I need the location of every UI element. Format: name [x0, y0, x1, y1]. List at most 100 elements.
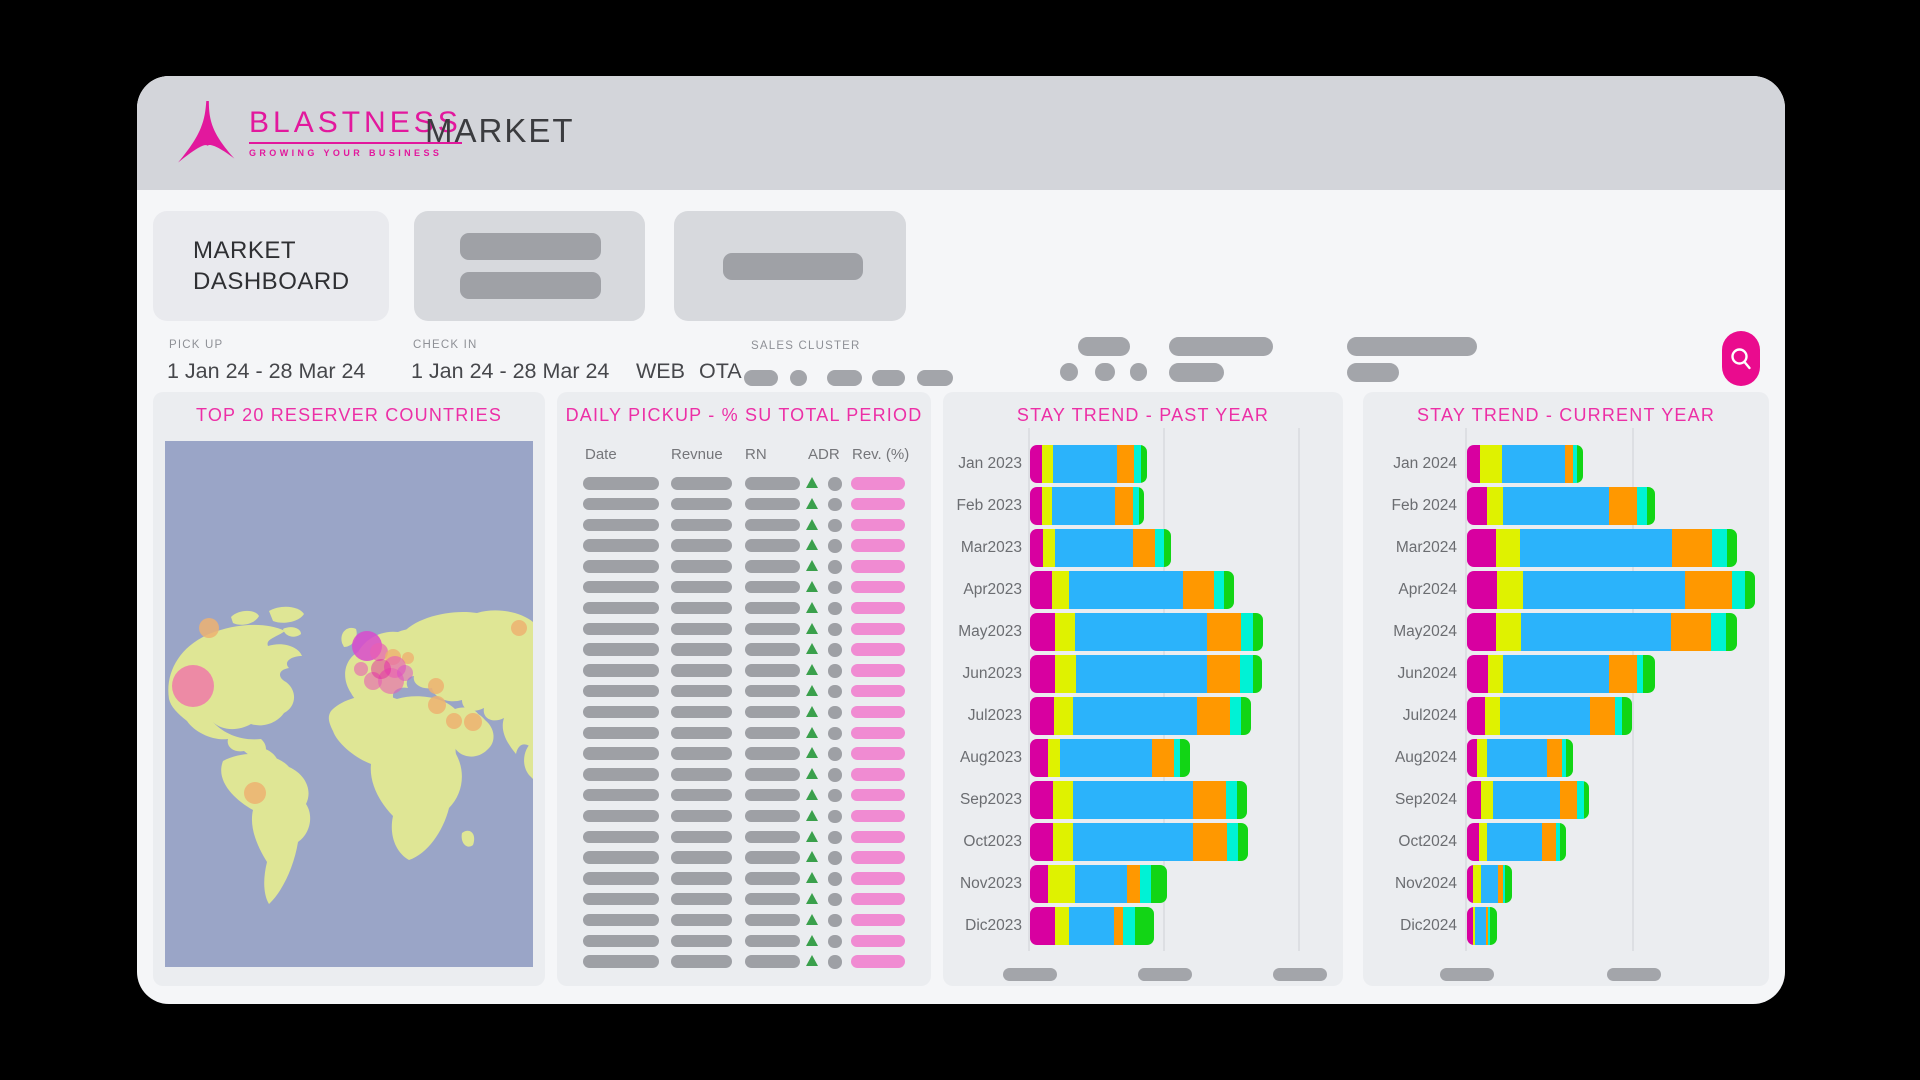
bar-segment [1052, 571, 1069, 609]
country-bubble-turkey[interactable] [428, 678, 444, 694]
adr-up-triangle-icon [806, 851, 818, 863]
stacked-bar-may2024[interactable] [1467, 613, 1737, 651]
country-bubble-russia[interactable] [511, 620, 527, 636]
stacked-bar-aug2024[interactable] [1467, 739, 1573, 777]
stacked-bar-oct2023[interactable] [1030, 823, 1248, 861]
bar-segment [1467, 907, 1473, 945]
bar-segment [1155, 529, 1164, 567]
sales-cluster-chip[interactable] [827, 370, 862, 386]
stacked-bar-apr2023[interactable] [1030, 571, 1234, 609]
revenue-placeholder-bar [671, 560, 732, 573]
bar-segment [1053, 445, 1117, 483]
bar-segment [1486, 907, 1488, 945]
bar-segment [1560, 781, 1577, 819]
stacked-bar-jan2024[interactable] [1467, 445, 1583, 483]
sales-cluster-chip[interactable] [744, 370, 778, 386]
filter-placeholder-chip[interactable] [1078, 337, 1130, 356]
ota-toggle[interactable]: OTA [699, 359, 742, 383]
country-bubble-canada[interactable] [199, 618, 219, 638]
bar-segment [1521, 613, 1671, 651]
bar-segment [1487, 739, 1547, 777]
rn-placeholder-bar [745, 851, 800, 864]
stacked-bar-aug2023[interactable] [1030, 739, 1190, 777]
search-button[interactable] [1722, 331, 1760, 386]
filter-placeholder-dot[interactable] [1060, 363, 1078, 381]
stacked-bar-apr2024[interactable] [1467, 571, 1755, 609]
country-bubble-gulf[interactable] [464, 713, 482, 731]
country-bubble-europe[interactable] [397, 665, 413, 681]
date-placeholder-bar [583, 809, 659, 823]
date-placeholder-bar [583, 539, 659, 552]
rn-placeholder-bar [745, 518, 800, 532]
bar-segment [1152, 739, 1174, 777]
stacked-bar-nov2023[interactable] [1030, 865, 1167, 903]
country-bubble-europe[interactable] [354, 662, 368, 676]
stacked-bar-jan2023[interactable] [1030, 445, 1147, 483]
country-bubble-europe[interactable] [370, 643, 388, 661]
axis-tick-placeholder [1607, 968, 1661, 981]
stacked-bar-jul2023[interactable] [1030, 697, 1251, 735]
sales-cluster-chip[interactable] [917, 370, 953, 386]
table-row [557, 539, 931, 553]
filter-card-placeholder-2[interactable] [674, 211, 906, 321]
month-label: Aug2023 [959, 749, 1022, 766]
stacked-bar-nov2024[interactable] [1467, 865, 1512, 903]
rn-placeholder-bar [745, 892, 800, 906]
bar-segment [1214, 571, 1224, 609]
filter-card-placeholder-1[interactable] [414, 211, 645, 321]
axis-tick-placeholder [1138, 968, 1192, 981]
stacked-bar-jul2024[interactable] [1467, 697, 1632, 735]
stacked-bar-feb2023[interactable] [1030, 487, 1144, 525]
stacked-bar-mar2023[interactable] [1030, 529, 1171, 567]
adr-dot [828, 664, 842, 678]
stacked-bar-sep2024[interactable] [1467, 781, 1589, 819]
filter-placeholder-chip[interactable] [1169, 363, 1224, 382]
rev-pct-placeholder-bar [851, 518, 905, 532]
country-bubble-gulf[interactable] [446, 713, 462, 729]
country-bubble-brazil[interactable] [244, 782, 266, 804]
adr-dot [828, 830, 842, 845]
filter-placeholder-chip[interactable] [1169, 337, 1273, 356]
filter-placeholder-dot[interactable] [1130, 363, 1147, 381]
bar-segment [1498, 865, 1503, 903]
stacked-bar-dic2023[interactable] [1030, 907, 1154, 945]
date-placeholder-bar [583, 872, 659, 885]
stacked-bar-jun2024[interactable] [1467, 655, 1655, 693]
stacked-bar-dic2024[interactable] [1467, 907, 1497, 945]
country-bubble-europe[interactable] [364, 672, 382, 690]
bar-segment [1487, 823, 1542, 861]
stacked-bar-sep2023[interactable] [1030, 781, 1247, 819]
bar-segment [1590, 697, 1615, 735]
filter-placeholder-chip[interactable] [1347, 337, 1477, 356]
stacked-bar-mar2024[interactable] [1467, 529, 1737, 567]
sales-cluster-chip[interactable] [872, 370, 905, 386]
month-label: Jul2023 [967, 707, 1022, 724]
stacked-bar-jun2023[interactable] [1030, 655, 1262, 693]
stacked-bar-feb2024[interactable] [1467, 487, 1655, 525]
stacked-bar-may2023[interactable] [1030, 613, 1263, 651]
country-bubble-europe[interactable] [371, 659, 391, 679]
sales-cluster-chip[interactable] [790, 370, 807, 386]
pickup-date-range[interactable]: 1 Jan 24 - 28 Mar 24 [167, 359, 366, 383]
rev-pct-placeholder-bar [851, 809, 905, 823]
checkin-date-range[interactable]: 1 Jan 24 - 28 Mar 24 [411, 359, 610, 383]
bar-segment [1496, 613, 1521, 651]
adr-dot [828, 580, 842, 595]
revenue-placeholder-bar [671, 518, 732, 532]
filter-placeholder-chip[interactable] [1347, 363, 1399, 382]
country-bubble-europe[interactable] [402, 652, 414, 664]
col-header-rev-pct: Rev. (%) [852, 446, 910, 463]
rn-placeholder-bar [745, 539, 800, 552]
country-bubble-levant[interactable] [428, 696, 446, 714]
filter-placeholder-dot[interactable] [1095, 363, 1115, 381]
web-toggle[interactable]: WEB [636, 359, 685, 383]
stacked-bar-oct2024[interactable] [1467, 823, 1566, 861]
bar-segment [1573, 445, 1577, 483]
market-dashboard-card[interactable]: MARKET DASHBOARD [153, 211, 389, 321]
date-placeholder-bar [583, 664, 659, 677]
country-bubble-usa[interactable] [172, 665, 214, 707]
bar-segment [1055, 655, 1076, 693]
blastness-star-icon [178, 101, 235, 163]
table-row [557, 601, 931, 616]
bar-segment [1488, 907, 1490, 945]
